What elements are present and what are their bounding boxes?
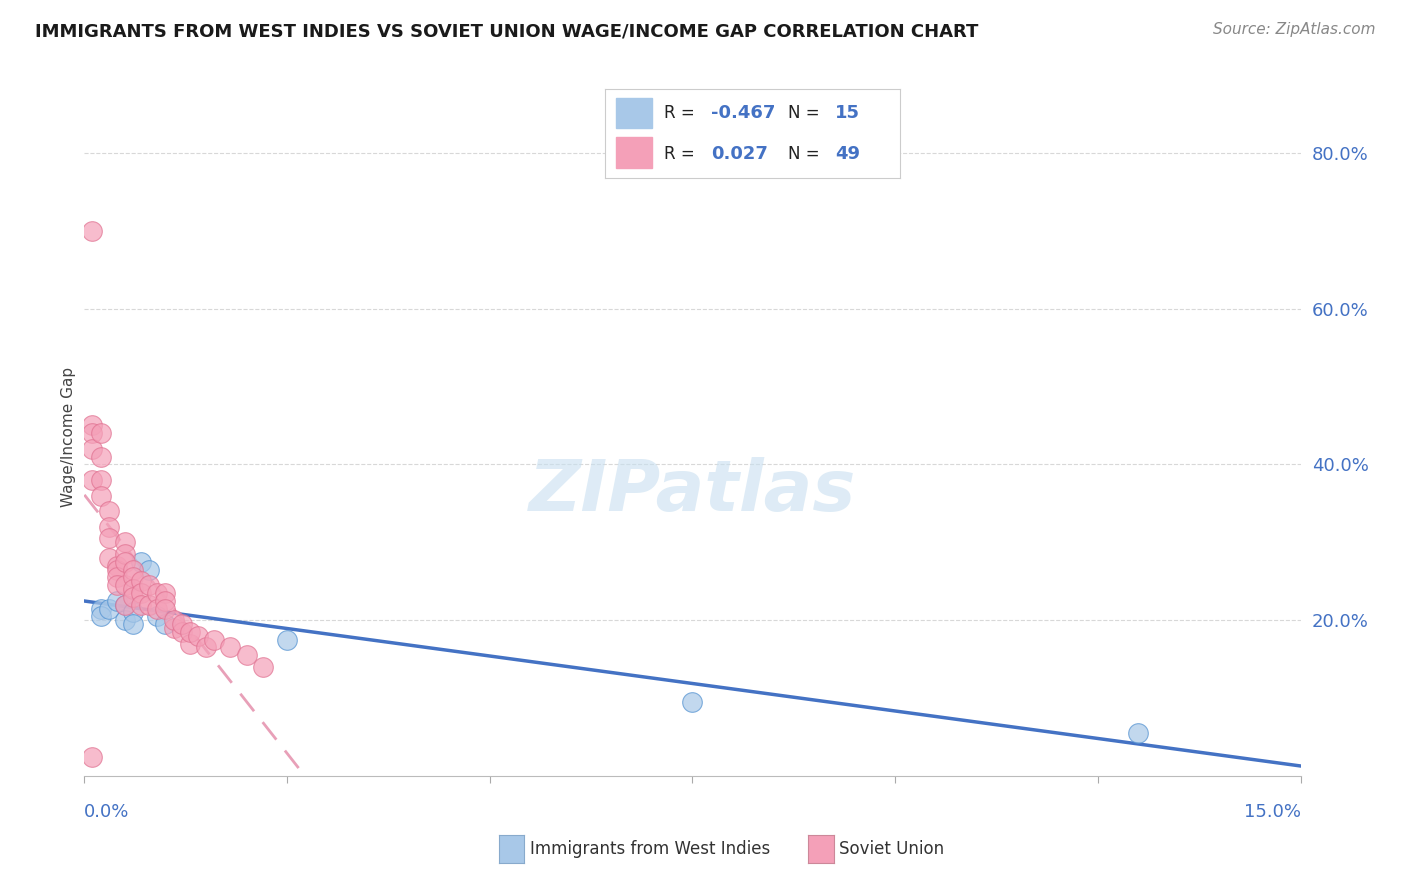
Point [138, 578, 160, 592]
Point [90, 609, 112, 624]
Point [82, 749, 104, 764]
Point [90, 489, 112, 503]
Point [155, 586, 177, 600]
Point [138, 563, 160, 577]
Point [187, 629, 209, 643]
Text: -0.467: -0.467 [711, 104, 775, 122]
Text: Source: ZipAtlas.com: Source: ZipAtlas.com [1212, 22, 1375, 37]
Point [105, 593, 128, 607]
Point [114, 547, 136, 561]
FancyBboxPatch shape [616, 137, 652, 168]
Point [170, 624, 193, 639]
Point [138, 598, 160, 612]
Text: N =: N = [787, 104, 824, 122]
Point [682, 695, 704, 709]
Point [155, 601, 177, 615]
Text: 0.0%: 0.0% [84, 803, 129, 822]
Point [97, 601, 120, 615]
Point [114, 555, 136, 569]
Point [179, 636, 201, 650]
Point [122, 582, 145, 596]
Point [97, 504, 120, 518]
Point [1128, 726, 1150, 740]
Point [235, 648, 257, 663]
Point [97, 550, 120, 565]
Point [122, 563, 145, 577]
Point [129, 586, 152, 600]
Point [122, 570, 145, 584]
Point [122, 590, 145, 604]
Point [105, 558, 128, 573]
Text: Soviet Union: Soviet Union [839, 840, 945, 858]
Point [82, 418, 104, 433]
Point [162, 613, 184, 627]
Text: R =: R = [664, 145, 700, 163]
Text: IMMIGRANTS FROM WEST INDIES VS SOVIET UNION WAGE/INCOME GAP CORRELATION CHART: IMMIGRANTS FROM WEST INDIES VS SOVIET UN… [35, 22, 979, 40]
Point [82, 473, 104, 487]
Point [146, 586, 169, 600]
Text: 49: 49 [835, 145, 860, 163]
Point [105, 570, 128, 584]
Point [90, 473, 112, 487]
Text: 15.0%: 15.0% [1243, 803, 1301, 822]
Text: 0.027: 0.027 [711, 145, 768, 163]
Text: N =: N = [787, 145, 824, 163]
Point [195, 640, 218, 655]
Point [146, 601, 169, 615]
Text: ZIPatlas: ZIPatlas [529, 457, 856, 525]
Point [82, 426, 104, 441]
Point [97, 532, 120, 546]
Point [170, 617, 193, 632]
Point [105, 563, 128, 577]
Point [114, 535, 136, 549]
Point [202, 632, 225, 647]
Point [276, 632, 298, 647]
Y-axis label: Wage/Income Gap: Wage/Income Gap [60, 367, 76, 508]
Point [155, 593, 177, 607]
FancyBboxPatch shape [616, 98, 652, 128]
Point [219, 640, 242, 655]
Point [122, 617, 145, 632]
Point [129, 574, 152, 589]
Text: 15: 15 [835, 104, 860, 122]
Point [90, 426, 112, 441]
Point [114, 578, 136, 592]
Point [179, 624, 201, 639]
Text: R =: R = [664, 104, 700, 122]
Point [129, 598, 152, 612]
Point [90, 450, 112, 464]
Point [105, 578, 128, 592]
Point [114, 598, 136, 612]
Point [122, 606, 145, 620]
Point [82, 224, 104, 238]
Point [129, 555, 152, 569]
Point [114, 613, 136, 627]
Point [97, 519, 120, 533]
Point [90, 601, 112, 615]
Point [82, 442, 104, 456]
Point [114, 598, 136, 612]
Point [252, 660, 274, 674]
Point [162, 621, 184, 635]
Point [155, 617, 177, 632]
Text: Immigrants from West Indies: Immigrants from West Indies [530, 840, 770, 858]
Point [146, 609, 169, 624]
